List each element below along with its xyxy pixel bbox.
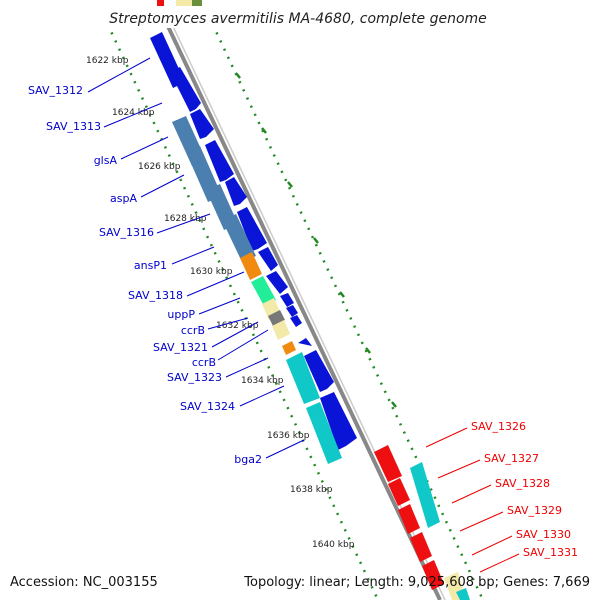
gene-block-red[interactable] [410, 532, 432, 562]
gene-block[interactable] [286, 305, 298, 317]
gene-block[interactable] [280, 293, 294, 307]
gene-labels: SAV_1312 SAV_1313 glsA aspA SAV_1316 ansP1 SAV… [28, 84, 578, 559]
left-gene-label[interactable]: SAV_1312 [28, 84, 83, 97]
gene-block[interactable] [304, 350, 334, 392]
gene-block-red[interactable] [398, 504, 420, 534]
left-gene-leader [103, 102, 163, 128]
left-gene-leader [156, 213, 211, 234]
left-gene-label[interactable]: uppP [167, 308, 195, 321]
kbp-label: 1624 kbp [112, 108, 155, 118]
gene-block-red[interactable] [374, 445, 402, 482]
right-major-ticks [235, 72, 397, 408]
right-gene-track [374, 445, 470, 600]
gene-block-steel[interactable] [222, 214, 256, 262]
top-cut-blocks [157, 0, 202, 6]
left-gene-leader [186, 271, 245, 297]
gene-block-red[interactable] [422, 560, 444, 590]
kbp-label: 1630 kbp [190, 267, 233, 277]
left-tick-rail [108, 28, 380, 600]
right-gene-leader [451, 484, 492, 504]
left-gene-label[interactable]: SAV_1321 [153, 341, 208, 354]
left-gene-track [150, 32, 357, 464]
kbp-label: 1638 kbp [290, 485, 333, 495]
right-gene-leader [471, 535, 513, 556]
left-gene-label[interactable]: ccrB [192, 356, 216, 369]
gene-block-cyan[interactable] [306, 402, 342, 464]
right-gene-leader [459, 511, 504, 532]
gene-block-cyan[interactable] [410, 462, 440, 528]
right-gene-label[interactable]: SAV_1329 [507, 504, 562, 517]
right-gene-label[interactable]: SAV_1327 [484, 452, 539, 465]
gene-block-cyan[interactable] [286, 352, 320, 404]
kbp-label: 1622 kbp [86, 56, 129, 66]
left-gene-leader [207, 317, 249, 330]
genome-backbone [166, 28, 442, 600]
accession-text: Accession: NC_003155 [10, 575, 158, 590]
right-gene-label[interactable]: SAV_1328 [495, 477, 550, 490]
left-gene-leader [171, 246, 215, 265]
gene-block[interactable] [225, 177, 247, 206]
left-gene-leader [87, 57, 151, 93]
left-gene-leader [225, 357, 269, 378]
kbp-label: 1626 kbp [138, 162, 181, 172]
gene-block[interactable] [266, 271, 288, 294]
left-gene-leader [217, 329, 269, 361]
gene-leader-lines [87, 57, 520, 573]
right-tick-rail [213, 28, 485, 600]
gene-block[interactable] [205, 140, 234, 182]
gene-block-orange[interactable] [240, 252, 262, 280]
gene-block[interactable] [170, 67, 201, 112]
gene-block[interactable] [258, 247, 278, 271]
left-gene-leader [211, 321, 259, 348]
gene-block-orange[interactable] [282, 341, 296, 355]
gene-block[interactable] [190, 109, 214, 139]
left-gene-label[interactable]: SAV_1324 [180, 400, 235, 413]
gene-block[interactable] [290, 315, 302, 327]
left-gene-leader [265, 439, 305, 459]
right-gene-leader [479, 553, 520, 573]
left-gene-label[interactable]: SAV_1316 [99, 226, 154, 239]
right-gene-leader [437, 459, 481, 479]
gene-block-cream[interactable] [272, 320, 290, 340]
gene-block[interactable] [298, 338, 312, 346]
left-gene-label[interactable]: SAV_1323 [167, 371, 222, 384]
left-gene-label[interactable]: aspA [110, 192, 137, 205]
kbp-label: 1628 kbp [164, 214, 207, 224]
genome-title: Streptomyces avermitilis MA-4680, comple… [109, 11, 487, 27]
gene-block-cyan[interactable] [456, 588, 470, 600]
right-gene-leader [425, 427, 468, 448]
left-gene-label[interactable]: SAV_1313 [46, 120, 101, 133]
left-gene-label[interactable]: bga2 [234, 453, 262, 466]
kbp-label: 1634 kbp [241, 376, 284, 386]
gene-block-mint[interactable] [251, 276, 276, 306]
right-gene-label[interactable]: SAV_1331 [523, 546, 578, 559]
left-gene-label[interactable]: SAV_1318 [128, 289, 183, 302]
kbp-label: 1636 kbp [267, 431, 310, 441]
kbp-label: 1640 kbp [312, 540, 355, 550]
right-gene-label[interactable]: SAV_1330 [516, 528, 571, 541]
left-gene-label[interactable]: glsA [94, 154, 118, 167]
genome-summary-text: Topology: linear; Length: 9,025,608 bp; … [243, 575, 590, 590]
left-gene-leader [120, 136, 169, 160]
left-gene-label[interactable]: ccrB [181, 324, 205, 337]
left-gene-label[interactable]: ansP1 [134, 259, 167, 272]
gene-block[interactable] [320, 392, 357, 450]
right-gene-label[interactable]: SAV_1326 [471, 420, 526, 433]
kbp-label: 1632 kbp [216, 321, 259, 331]
left-gene-leader [140, 174, 185, 198]
kbp-labels: 1622 kbp 1624 kbp 1626 kbp 1628 kbp 1630 kbp… [86, 56, 355, 550]
left-gene-leader [239, 385, 285, 407]
gene-block-red[interactable] [388, 478, 410, 506]
left-gene-leader [198, 297, 241, 315]
gene-block[interactable] [237, 207, 267, 251]
